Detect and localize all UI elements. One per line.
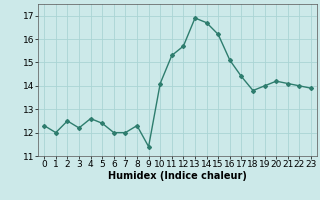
X-axis label: Humidex (Indice chaleur): Humidex (Indice chaleur) [108, 171, 247, 181]
